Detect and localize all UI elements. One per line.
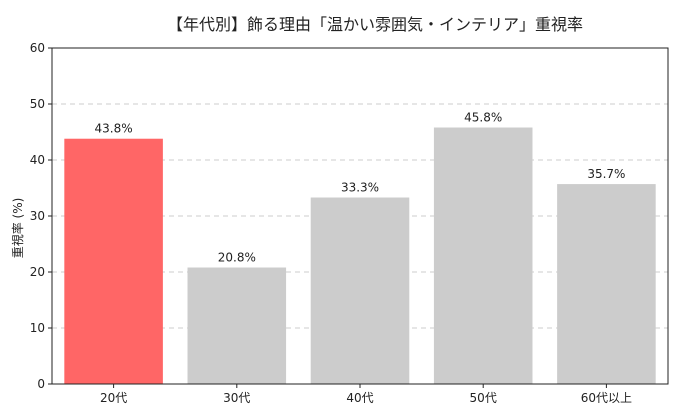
chart-title: 【年代別】飾る理由「温かい雰囲気・インテリア」重視率 <box>167 15 583 34</box>
x-tick-label: 20代 <box>100 391 127 405</box>
x-tick-label: 30代 <box>223 391 250 405</box>
bar <box>557 184 656 384</box>
y-tick-label: 10 <box>30 321 45 335</box>
bar <box>187 267 287 384</box>
bar <box>433 127 533 385</box>
y-ticks: 0 10 20 30 40 50 60 <box>30 41 52 391</box>
y-tick-label: 40 <box>30 153 45 167</box>
x-tick-label: 50代 <box>470 391 497 405</box>
y-axis-label: 重視率 (%) <box>10 198 25 259</box>
bar-data-label: 35.7% <box>587 167 625 181</box>
data-labels: 43.8% 20.8% 33.3% 45.8% 35.7% <box>95 111 626 265</box>
x-tick-label: 60代以上 <box>581 391 632 405</box>
bar-data-label: 45.8% <box>464 111 502 125</box>
y-tick-label: 20 <box>30 265 45 279</box>
x-tick-label: 40代 <box>346 391 373 405</box>
bar-data-label: 20.8% <box>218 251 256 265</box>
bar <box>310 197 410 384</box>
bars <box>64 127 656 385</box>
bar-data-label: 43.8% <box>95 122 133 136</box>
bar-data-label: 33.3% <box>341 181 379 195</box>
y-tick-label: 0 <box>37 377 45 391</box>
y-tick-label: 30 <box>30 209 45 223</box>
x-ticks: 20代 30代 40代 50代 60代以上 <box>100 384 632 405</box>
y-tick-label: 60 <box>30 41 45 55</box>
y-tick-label: 50 <box>30 97 45 111</box>
bar <box>64 138 163 384</box>
